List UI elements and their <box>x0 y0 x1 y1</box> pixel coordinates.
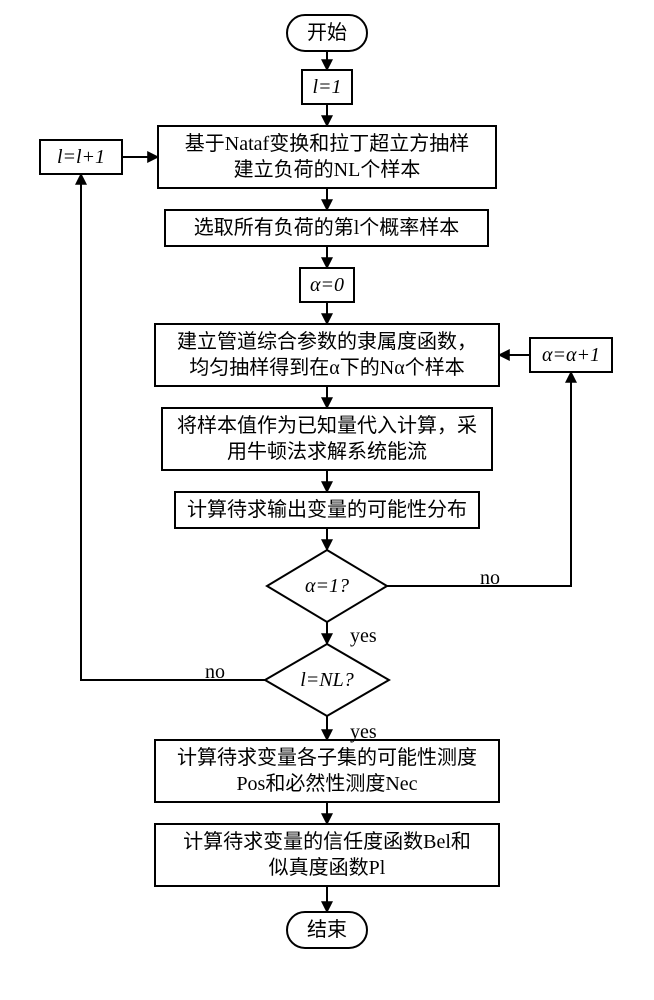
svg-text:yes: yes <box>350 625 377 647</box>
svg-text:l=l+1: l=l+1 <box>57 146 105 168</box>
svg-text:no: no <box>205 661 225 683</box>
svg-text:计算待求输出变量的可能性分布: 计算待求输出变量的可能性分布 <box>187 498 467 521</box>
svg-text:建立负荷的NL个样本: 建立负荷的NL个样本 <box>234 158 421 181</box>
svg-text:选取所有负荷的第l个概率样本: 选取所有负荷的第l个概率样本 <box>194 216 460 239</box>
svg-text:no: no <box>480 567 500 589</box>
svg-text:Pos和必然性测度Nec: Pos和必然性测度Nec <box>236 772 417 795</box>
svg-text:l=1: l=1 <box>312 76 341 98</box>
svg-text:α=α+1: α=α+1 <box>542 344 600 366</box>
svg-text:l=NL?: l=NL? <box>300 669 354 691</box>
svg-text:开始: 开始 <box>307 21 347 44</box>
flowchart-diagram: 开始 l=1 基于Nataf变换和拉丁超立方抽样建立负荷的NL个样本选取所有负荷的第… <box>0 0 654 1000</box>
svg-text:建立管道综合参数的隶属度函数，: 建立管道综合参数的隶属度函数， <box>177 330 477 353</box>
svg-text:结束: 结束 <box>307 918 347 941</box>
svg-text:计算待求变量的信任度函数Bel和: 计算待求变量的信任度函数Bel和 <box>183 830 471 853</box>
svg-text:α=1?: α=1? <box>305 575 349 597</box>
svg-text:将样本值作为已知量代入计算，采: 将样本值作为已知量代入计算，采 <box>177 414 477 437</box>
svg-text:计算待求变量各子集的可能性测度: 计算待求变量各子集的可能性测度 <box>177 746 477 769</box>
svg-text:用牛顿法求解系统能流: 用牛顿法求解系统能流 <box>227 440 427 463</box>
svg-text:α=0: α=0 <box>310 274 344 296</box>
svg-text:yes: yes <box>350 721 377 743</box>
svg-text:似真度函数Pl: 似真度函数Pl <box>269 856 386 879</box>
svg-text:均匀抽样得到在α下的Nα个样本: 均匀抽样得到在α下的Nα个样本 <box>189 356 464 379</box>
svg-text:基于Nataf变换和拉丁超立方抽样: 基于Nataf变换和拉丁超立方抽样 <box>185 132 469 155</box>
